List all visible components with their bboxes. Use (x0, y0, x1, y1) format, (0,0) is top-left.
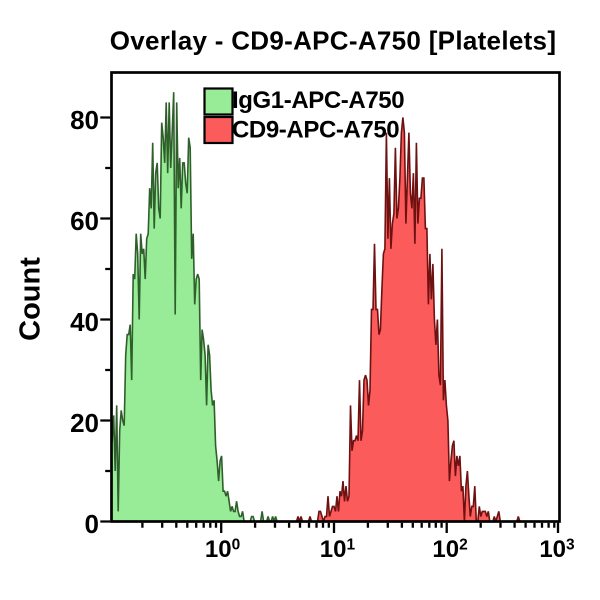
svg-text:20: 20 (70, 408, 99, 438)
svg-text:40: 40 (70, 307, 99, 337)
svg-text:103: 103 (539, 536, 575, 563)
svg-text:80: 80 (70, 105, 99, 135)
svg-text:Count: Count (14, 257, 46, 341)
svg-text:0: 0 (85, 509, 99, 539)
svg-text:IgG1-APC-A750: IgG1-APC-A750 (232, 87, 404, 114)
svg-text:100: 100 (205, 536, 240, 563)
svg-text:60: 60 (70, 206, 99, 236)
svg-text:Overlay - CD9-APC-A750 [Platel: Overlay - CD9-APC-A750 [Platelets] (110, 26, 557, 56)
svg-text:CD9-APC-A750: CD9-APC-A750 (232, 117, 399, 144)
